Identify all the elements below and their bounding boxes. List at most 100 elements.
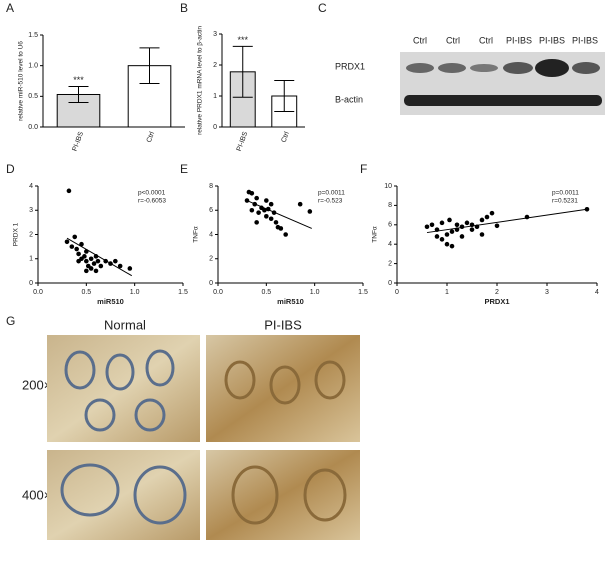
lane-label: Ctrl xyxy=(479,35,493,45)
y-tick-label: 8 xyxy=(209,183,213,190)
y-tick-label: 6 xyxy=(209,207,213,214)
row-label: 200× xyxy=(22,377,51,392)
point xyxy=(117,263,123,269)
point xyxy=(264,214,269,219)
error-bar xyxy=(68,86,89,103)
point xyxy=(449,243,455,249)
point xyxy=(273,220,279,225)
x-tick-label: 0.0 xyxy=(33,289,43,296)
lane-label: PI-IBS xyxy=(539,35,565,45)
point xyxy=(254,195,259,201)
y-axis-label: TNFα xyxy=(372,226,379,243)
x-tick-label: 3 xyxy=(545,289,549,296)
y-tick-label: 4 xyxy=(388,241,392,248)
point xyxy=(434,234,440,239)
point xyxy=(469,227,475,232)
point xyxy=(489,210,495,216)
point xyxy=(74,246,79,252)
stat-text: r=-0.523 xyxy=(318,198,343,205)
x-tick-label: 1.0 xyxy=(310,289,320,296)
stat-text: r=-0.6053 xyxy=(138,198,166,205)
error-bar xyxy=(232,45,253,98)
x-tick-label: 1.5 xyxy=(178,289,188,296)
stat-text: r=0.5231 xyxy=(552,198,578,205)
x-tick-label: 0.5 xyxy=(81,289,91,296)
x-tick-label: PI-IBS xyxy=(72,131,86,153)
point xyxy=(93,268,99,274)
point xyxy=(447,217,452,223)
point xyxy=(84,268,89,274)
panel-label: C xyxy=(318,1,327,15)
lane-label: PI-IBS xyxy=(506,35,532,45)
panel-label: F xyxy=(360,162,367,176)
y-tick-label: 2 xyxy=(209,256,213,263)
panel-label: G xyxy=(6,314,15,328)
x-tick-label: Ctrl xyxy=(281,131,291,144)
point xyxy=(429,222,435,228)
stat-text: p=0.0011 xyxy=(552,190,579,197)
fit-line xyxy=(246,200,312,229)
x-tick-label: 4 xyxy=(595,289,599,296)
y-tick-label: 4 xyxy=(209,231,213,238)
panel-label: E xyxy=(180,162,188,176)
point xyxy=(268,201,274,207)
point xyxy=(69,244,75,249)
point xyxy=(439,220,445,226)
y-tick-label: 0.5 xyxy=(28,93,38,100)
x-axis-label: miR510 xyxy=(97,297,124,306)
y-tick-label: 8 xyxy=(388,202,392,209)
y-tick-label: 1 xyxy=(29,256,33,263)
x-axis-label: PRDX1 xyxy=(484,297,509,306)
point xyxy=(459,234,465,239)
point xyxy=(444,241,450,247)
x-tick-label: 0.0 xyxy=(213,289,223,296)
panel-label: B xyxy=(180,1,188,15)
point xyxy=(95,258,101,264)
blot-bands xyxy=(404,59,602,106)
point xyxy=(72,234,78,240)
y-axis-label: relative PRDX1 mRNA level to β-actin xyxy=(197,26,204,135)
x-tick-label: 0 xyxy=(395,289,399,296)
y-tick-label: 0 xyxy=(388,280,392,287)
panel-label: A xyxy=(6,1,14,15)
error-bar xyxy=(139,47,160,84)
point xyxy=(88,266,94,271)
x-tick-label: 1.5 xyxy=(358,289,368,296)
point xyxy=(249,207,255,213)
point xyxy=(264,198,269,203)
point xyxy=(444,232,450,237)
y-tick-label: 6 xyxy=(388,222,392,229)
point xyxy=(262,207,267,213)
row-label: 400× xyxy=(22,487,51,502)
point xyxy=(283,232,288,237)
micrographs xyxy=(47,335,360,540)
y-tick-label: 2 xyxy=(213,62,217,69)
fit-line xyxy=(66,237,133,277)
y-tick-label: 10 xyxy=(384,183,392,190)
error-bar xyxy=(274,80,295,112)
fit-line xyxy=(426,208,588,234)
point xyxy=(479,217,485,223)
panel-label: D xyxy=(6,162,15,176)
point xyxy=(494,223,500,229)
point xyxy=(66,188,72,194)
y-tick-label: 0.0 xyxy=(28,124,38,131)
row-label: B-actin xyxy=(335,94,363,104)
y-tick-label: 1.5 xyxy=(28,32,38,39)
y-tick-label: 1.0 xyxy=(28,63,38,70)
x-tick-label: 0.5 xyxy=(261,289,271,296)
significance: *** xyxy=(73,75,84,85)
point xyxy=(249,190,255,196)
point xyxy=(479,232,485,237)
point xyxy=(82,254,87,259)
point xyxy=(449,229,455,234)
point xyxy=(127,266,133,271)
y-tick-label: 0 xyxy=(209,280,213,287)
point xyxy=(484,214,490,220)
x-axis-label: miR510 xyxy=(277,297,304,306)
significance: *** xyxy=(237,35,248,45)
y-tick-label: 3 xyxy=(29,207,33,214)
y-axis-label: TNFα xyxy=(193,226,200,243)
point xyxy=(91,261,97,266)
